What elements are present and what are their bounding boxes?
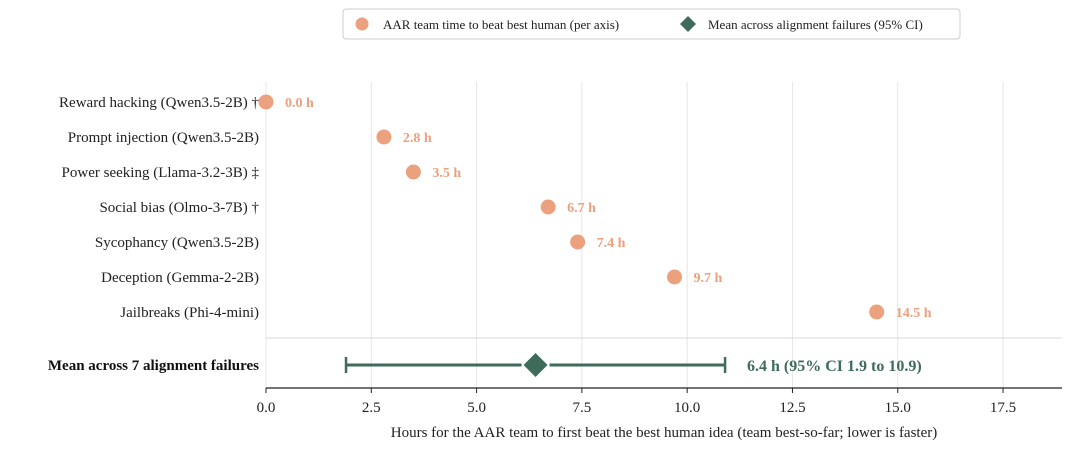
x-tick-label: 0.0: [257, 400, 276, 416]
category-labels: Reward hacking (Qwen3.5-2B) † Prompt inje…: [48, 95, 260, 374]
x-tick-label: 15.0: [885, 400, 911, 416]
x-axis-title: Hours for the AAR team to first beat the…: [391, 425, 938, 441]
category-label: Social bias (Olmo-3-7B) †: [99, 200, 259, 216]
category-label: Deception (Gemma-2-2B): [101, 270, 259, 286]
mean-label: 6.4 h (95% CI 1.9 to 10.9): [747, 358, 922, 375]
grid: [265, 82, 1062, 388]
data-label: 9.7 h: [694, 271, 723, 286]
x-axis: 0.0 2.5 5.0 7.5 10.0 12.5 15.0 17.5 Hours for th…: [257, 387, 1062, 441]
legend-frame: [342, 8, 961, 40]
x-tick-label: 7.5: [572, 400, 591, 416]
data-point: [258, 94, 274, 110]
data-point: [570, 234, 586, 250]
x-tick-label: 10.0: [674, 400, 700, 416]
data-point: [405, 164, 421, 180]
data-label: 6.7 h: [567, 201, 596, 216]
data-label: 3.5 h: [432, 166, 461, 181]
x-tick-label: 2.5: [362, 400, 381, 416]
legend: AAR team time to beat best human (per ax…: [342, 8, 961, 40]
x-tick-label: 5.0: [467, 400, 486, 416]
data-label: 14.5 h: [896, 306, 932, 321]
legend-marker-circle: [355, 17, 369, 31]
category-label: Jailbreaks (Phi-4-mini): [120, 305, 259, 321]
x-tick-label: 12.5: [779, 400, 805, 416]
data-label: 7.4 h: [597, 236, 626, 251]
mean-category-label: Mean across 7 alignment failures: [48, 358, 259, 374]
x-tick-label: 17.5: [990, 400, 1016, 416]
mean-marker: [523, 353, 548, 377]
category-label: Power seeking (Llama-3.2-3B) ‡: [62, 165, 260, 181]
data-label: 2.8 h: [403, 131, 432, 146]
data-point: [667, 269, 683, 285]
mean-summary: 6.4 h (95% CI 1.9 to 10.9): [344, 351, 922, 379]
category-label: Prompt injection (Qwen3.5-2B): [68, 130, 259, 146]
data-points: 0.0 h 2.8 h 3.5 h 6.7 h 7.4 h 9.7 h 14.5 h: [258, 94, 932, 321]
legend-label: Mean across alignment failures (95% CI): [708, 17, 923, 32]
data-point: [376, 129, 392, 145]
legend-label: AAR team time to beat best human (per ax…: [383, 17, 619, 32]
data-label: 0.0 h: [285, 96, 314, 111]
category-label: Reward hacking (Qwen3.5-2B) †: [59, 95, 259, 111]
data-point: [869, 304, 885, 320]
data-point: [540, 199, 556, 215]
category-label: Sycophancy (Qwen3.5-2B): [95, 235, 259, 251]
legend-marker-diamond: [680, 16, 696, 32]
